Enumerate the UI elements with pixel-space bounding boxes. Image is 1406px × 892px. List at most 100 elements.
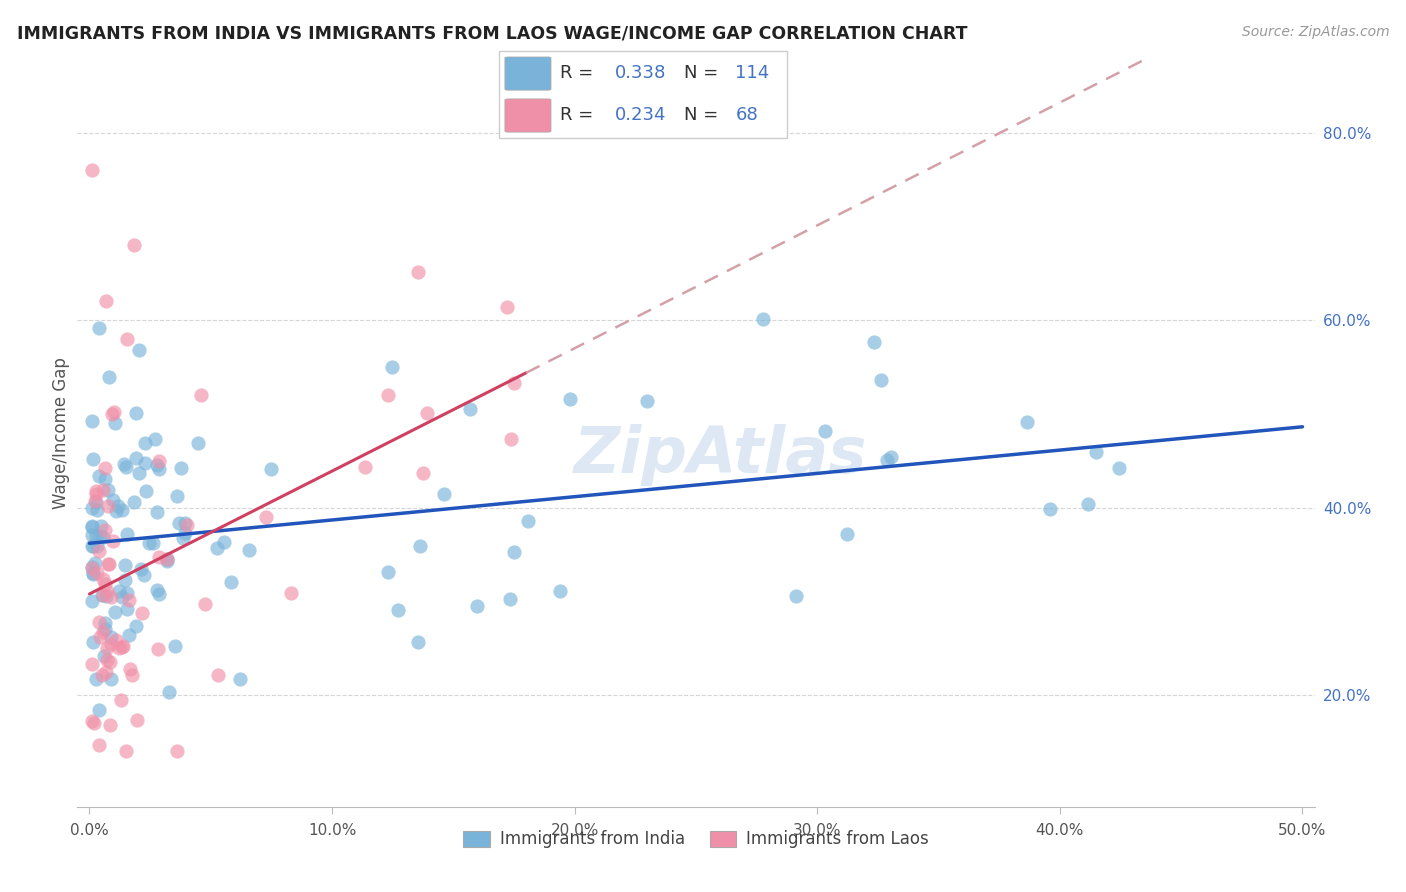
Point [111,503,134,517]
Point [143,432,166,446]
Text: N =: N = [683,105,724,124]
Point [238,543,260,558]
Point [82,635,104,649]
Point [121,668,143,682]
Point [124,406,146,420]
Point [84,672,107,686]
Point [128,466,150,480]
Text: ZipAtlas: ZipAtlas [574,424,868,486]
Point [134,456,156,470]
Point [97,557,120,571]
Point [80,657,103,671]
Point [93,616,115,631]
Point [84,494,107,508]
Point [98,557,121,571]
Point [1084,445,1107,459]
FancyBboxPatch shape [505,99,551,132]
Point [82,566,104,581]
Point [1077,497,1099,511]
Point [205,541,228,555]
Point [499,591,522,606]
Point [100,637,122,651]
Point [110,693,132,707]
Point [80,163,103,178]
Point [145,505,167,519]
Point [166,489,188,503]
Point [112,457,135,471]
Point [98,717,121,731]
Point [156,554,179,568]
Point [869,373,891,387]
Point [80,714,103,728]
Point [1038,502,1060,516]
Point [103,405,125,419]
Point [90,519,112,533]
Point [80,539,103,553]
Point [101,533,124,548]
Point [131,606,153,620]
Point [118,628,141,642]
Legend: Immigrants from India, Immigrants from Laos: Immigrants from India, Immigrants from L… [456,824,936,855]
Point [82,451,104,466]
Point [84,528,107,542]
Point [94,623,117,637]
Point [110,590,132,604]
Point [96,583,118,598]
Point [636,394,658,409]
Point [94,590,117,604]
Point [82,528,104,542]
Point [118,592,141,607]
Point [406,635,429,649]
Point [128,343,150,358]
Point [148,549,170,564]
Point [87,738,110,752]
Point [111,640,134,654]
Point [408,265,430,279]
Point [148,462,170,476]
Point [107,499,129,513]
Point [98,655,121,669]
Point [82,566,104,581]
Point [117,527,139,541]
Point [260,461,283,475]
Point [167,516,190,531]
Point [86,566,108,580]
Point [94,523,117,537]
Point [207,668,229,682]
Point [148,587,170,601]
Point [96,640,118,655]
Point [353,459,375,474]
Point [142,536,165,550]
Point [125,450,148,465]
Point [104,605,127,619]
Point [105,633,128,648]
Point [499,432,522,446]
Point [157,685,180,699]
Point [135,483,157,498]
Point [503,376,526,391]
Point [176,518,198,533]
Point [94,461,117,475]
Point [87,469,110,483]
Point [91,588,114,602]
Point [458,402,481,417]
Point [89,630,111,644]
Point [134,568,156,582]
Point [516,515,538,529]
Text: 0.338: 0.338 [614,63,666,82]
Point [465,599,488,613]
Point [416,406,439,420]
Text: 68: 68 [735,105,758,124]
Point [86,486,108,500]
Point [134,435,156,450]
Text: IMMIGRANTS FROM INDIA VS IMMIGRANTS FROM LAOS WAGE/INCOME GAP CORRELATION CHART: IMMIGRANTS FROM INDIA VS IMMIGRANTS FROM… [17,25,967,43]
Point [107,640,129,655]
Point [1015,416,1038,430]
FancyBboxPatch shape [499,51,787,138]
Point [254,510,277,524]
Point [86,503,108,517]
Point [114,573,136,587]
Point [229,672,252,686]
Point [80,559,103,574]
Point [97,483,120,498]
